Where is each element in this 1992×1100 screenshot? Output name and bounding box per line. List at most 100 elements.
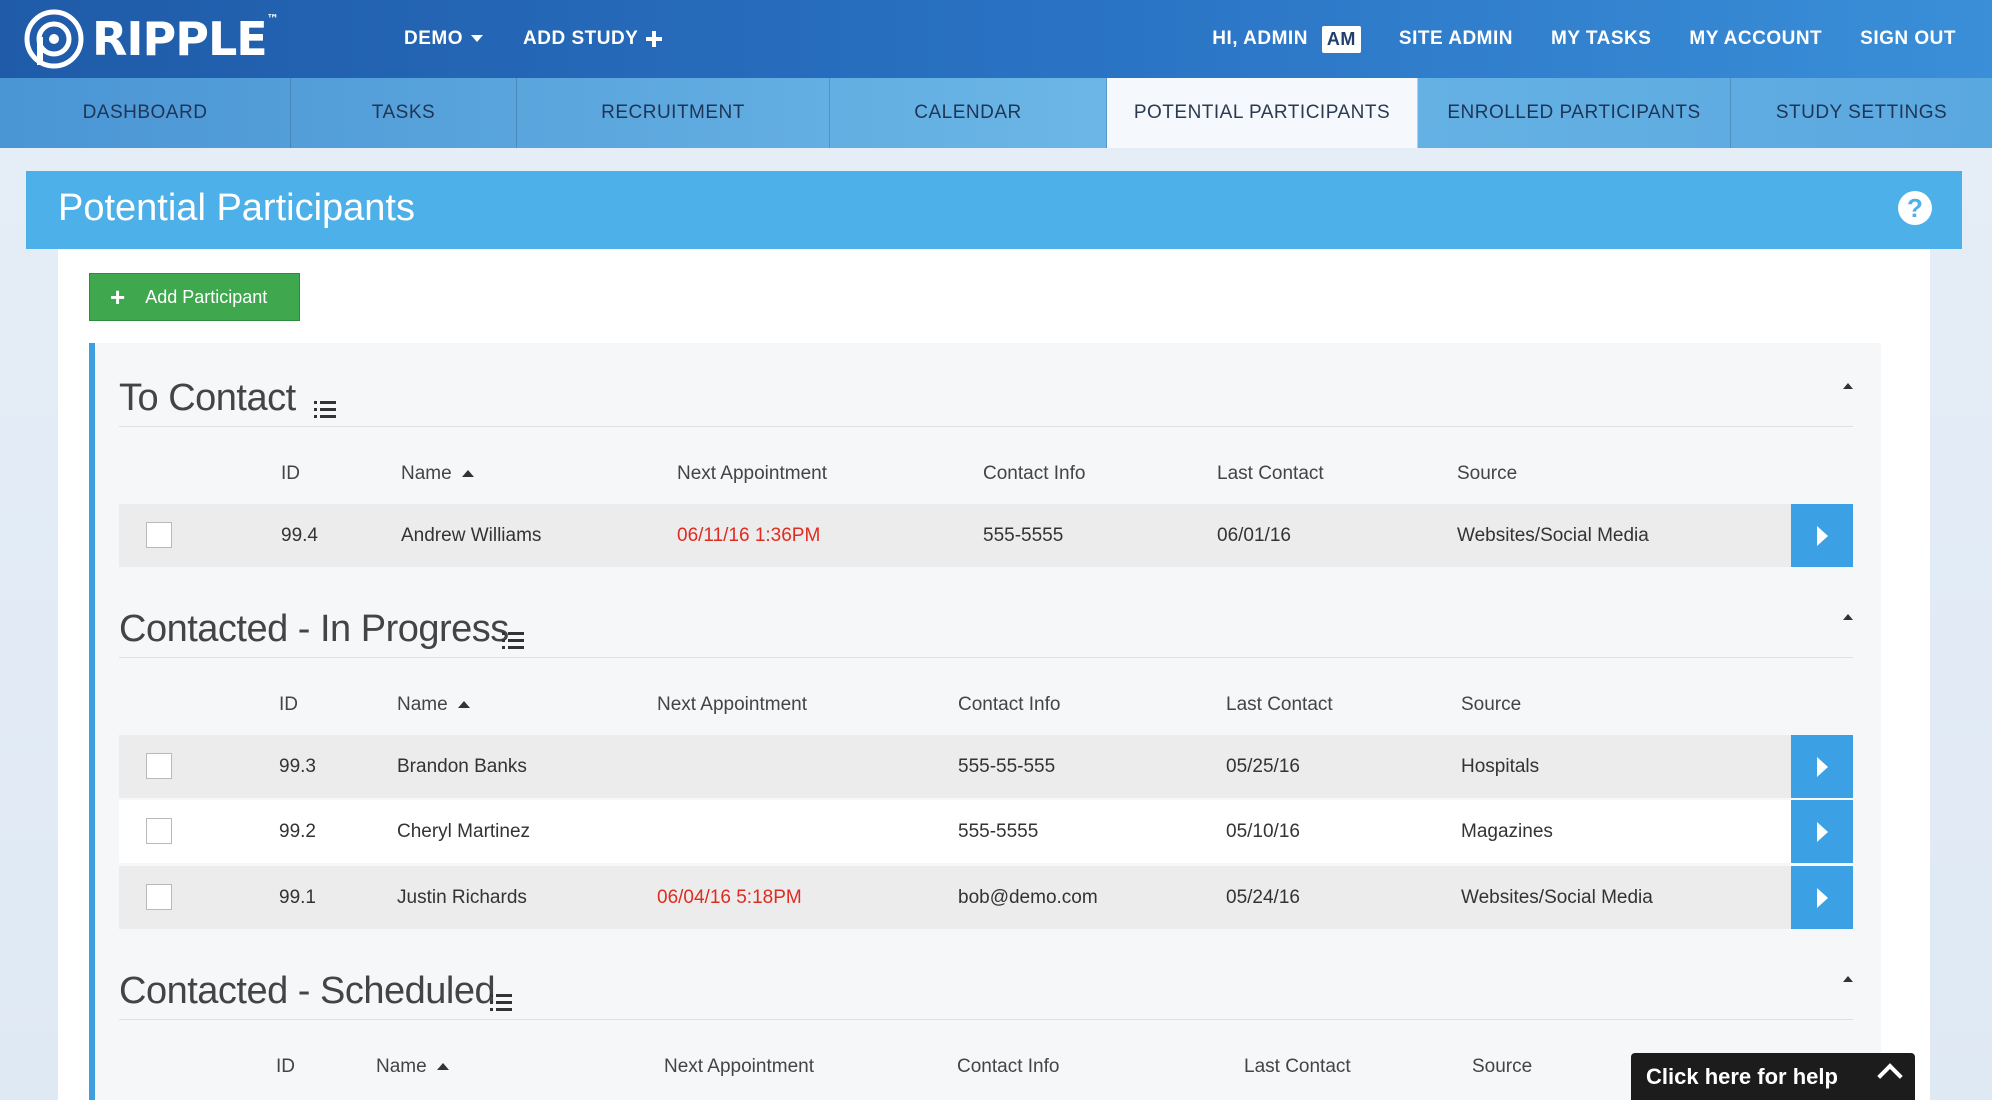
add-participant-button[interactable]: + Add Participant xyxy=(89,273,300,321)
section-to-contact: To Contact ID Name Next Appointment Cont… xyxy=(119,371,1853,581)
row-checkbox[interactable] xyxy=(146,884,172,910)
tab-dashboard[interactable]: DASHBOARD xyxy=(0,78,291,148)
tab-study-settings[interactable]: STUDY SETTINGS xyxy=(1775,102,1948,123)
cell-name: Andrew Williams xyxy=(401,525,542,546)
play-arrow-icon xyxy=(1817,526,1828,546)
page-title: Potential Participants xyxy=(58,187,415,229)
cell-source: Websites/Social Media xyxy=(1457,525,1649,546)
plus-icon: + xyxy=(110,281,126,312)
cell-contact-info: bob@demo.com xyxy=(958,887,1098,908)
sort-asc-icon xyxy=(461,470,474,478)
help-question-icon[interactable]: ? xyxy=(1898,191,1932,225)
col-header-id[interactable]: ID xyxy=(276,1056,295,1077)
chevron-up-icon xyxy=(1877,1063,1903,1089)
col-header-source[interactable]: Source xyxy=(1457,463,1518,484)
tab-calendar[interactable]: CALENDAR xyxy=(830,78,1107,148)
user-greeting[interactable]: HI, ADMIN AM xyxy=(1212,25,1361,53)
my-account-link[interactable]: MY ACCOUNT xyxy=(1689,28,1823,49)
col-header-id[interactable]: ID xyxy=(281,463,300,484)
col-header-name[interactable]: Name xyxy=(401,463,474,485)
cell-name: Justin Richards xyxy=(397,887,527,908)
help-widget-button[interactable]: Click here for help xyxy=(1631,1053,1915,1100)
cell-source: Websites/Social Media xyxy=(1461,887,1653,908)
table-row[interactable]: 99.4 Andrew Williams 06/11/16 1:36PM 555… xyxy=(119,504,1853,567)
plus-icon xyxy=(646,31,663,47)
col-header-contact-info[interactable]: Contact Info xyxy=(958,694,1061,715)
section-divider xyxy=(119,1019,1853,1020)
row-checkbox[interactable] xyxy=(146,522,172,548)
add-participant-label: Add Participant xyxy=(145,286,268,307)
main-content: + Add Participant To Contact ID Name Nex… xyxy=(58,249,1930,1100)
section-contacted-scheduled: Contacted - Scheduled ID Name Next Appoi… xyxy=(119,964,1853,1100)
ripple-logo[interactable]: RIPPLE™ xyxy=(22,6,279,72)
col-header-name[interactable]: Name xyxy=(376,1056,449,1078)
open-participant-button[interactable] xyxy=(1791,504,1853,567)
row-checkbox[interactable] xyxy=(146,753,172,779)
section-divider xyxy=(119,657,1853,658)
study-tabs: DASHBOARD TASKS RECRUITMENT CALENDAR POT… xyxy=(0,78,1992,148)
cell-source: Hospitals xyxy=(1461,756,1540,777)
col-header-contact-info[interactable]: Contact Info xyxy=(983,463,1086,484)
collapse-caret-icon[interactable] xyxy=(1843,976,1853,982)
caret-down-icon xyxy=(471,35,483,42)
tab-enrolled-participants[interactable]: ENROLLED PARTICIPANTS xyxy=(1418,78,1731,148)
cell-next-appointment: 06/11/16 1:36PM xyxy=(677,525,821,546)
play-arrow-icon xyxy=(1817,888,1828,908)
top-navbar: RIPPLE™ DEMO ADD STUDY HI, ADMIN AM SITE… xyxy=(0,0,1992,78)
col-header-id[interactable]: ID xyxy=(279,694,298,715)
col-header-last-contact[interactable]: Last Contact xyxy=(1244,1056,1351,1077)
cell-contact-info: 555-55-555 xyxy=(958,756,1056,777)
participant-sections: To Contact ID Name Next Appointment Cont… xyxy=(89,343,1881,1100)
help-widget-label: Click here for help xyxy=(1646,1063,1838,1089)
section-contacted-in-progress: Contacted - In Progress ID Name Next App… xyxy=(119,602,1853,942)
section-title: Contacted - Scheduled xyxy=(119,970,496,1012)
cell-last-contact: 05/10/16 xyxy=(1226,821,1300,842)
demo-dropdown[interactable]: DEMO xyxy=(404,28,483,50)
tab-tasks[interactable]: TASKS xyxy=(291,78,517,148)
collapse-caret-icon[interactable] xyxy=(1843,614,1853,620)
cell-source: Magazines xyxy=(1461,821,1553,842)
add-study-label: ADD STUDY xyxy=(523,28,639,49)
cell-last-contact: 05/24/16 xyxy=(1226,887,1300,908)
cell-name: Brandon Banks xyxy=(397,756,527,777)
col-header-next-appointment[interactable]: Next Appointment xyxy=(657,694,807,715)
table-row[interactable]: 99.1 Justin Richards 06/04/16 5:18PM bob… xyxy=(119,866,1853,929)
brand-name: RIPPLE™ xyxy=(92,12,279,66)
cell-name: Cheryl Martinez xyxy=(397,821,531,842)
cell-id: 99.1 xyxy=(279,887,316,908)
col-header-next-appointment[interactable]: Next Appointment xyxy=(677,463,827,484)
cell-contact-info: 555-5555 xyxy=(958,821,1039,842)
play-arrow-icon xyxy=(1817,822,1828,842)
list-view-icon[interactable] xyxy=(502,632,524,650)
tab-potential-participants[interactable]: POTENTIAL PARTICIPANTS xyxy=(1107,78,1418,148)
sort-asc-icon xyxy=(457,701,470,709)
col-header-contact-info[interactable]: Contact Info xyxy=(957,1056,1060,1077)
cell-contact-info: 555-5555 xyxy=(983,525,1064,546)
col-header-last-contact[interactable]: Last Contact xyxy=(1217,463,1324,484)
open-participant-button[interactable] xyxy=(1791,800,1853,863)
sign-out-link[interactable]: SIGN OUT xyxy=(1860,28,1956,49)
demo-label: DEMO xyxy=(404,28,463,49)
my-tasks-link[interactable]: MY TASKS xyxy=(1551,28,1652,49)
col-header-last-contact[interactable]: Last Contact xyxy=(1226,694,1333,715)
col-header-source[interactable]: Source xyxy=(1472,1056,1533,1077)
cell-id: 99.2 xyxy=(279,821,316,842)
open-participant-button[interactable] xyxy=(1791,866,1853,929)
sort-asc-icon xyxy=(436,1063,449,1071)
site-admin-link[interactable]: SITE ADMIN xyxy=(1398,28,1513,49)
col-header-next-appointment[interactable]: Next Appointment xyxy=(664,1056,814,1077)
col-header-source[interactable]: Source xyxy=(1461,694,1522,715)
row-checkbox[interactable] xyxy=(146,818,172,844)
col-header-name[interactable]: Name xyxy=(397,694,470,716)
tab-recruitment[interactable]: RECRUITMENT xyxy=(517,78,830,148)
ripple-logo-icon xyxy=(24,9,84,69)
table-row[interactable]: 99.3 Brandon Banks 555-55-555 05/25/16 H… xyxy=(119,735,1853,798)
table-row[interactable]: 99.2 Cheryl Martinez 555-5555 05/10/16 M… xyxy=(119,800,1853,863)
add-study-link[interactable]: ADD STUDY xyxy=(523,28,663,50)
list-view-icon[interactable] xyxy=(490,994,512,1012)
section-title: Contacted - In Progress xyxy=(119,608,509,650)
list-view-icon[interactable] xyxy=(314,401,336,419)
cell-id: 99.4 xyxy=(281,525,318,546)
collapse-caret-icon[interactable] xyxy=(1843,383,1853,389)
open-participant-button[interactable] xyxy=(1791,735,1853,798)
